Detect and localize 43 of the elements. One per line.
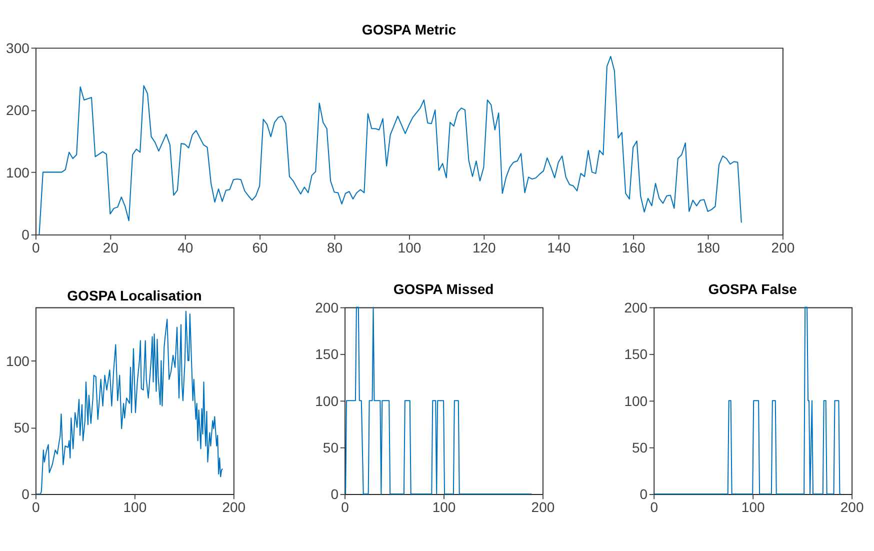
y-tick-label: 0: [330, 486, 339, 502]
x-tick-label: 80: [326, 240, 343, 256]
y-tick-label: 0: [640, 486, 648, 502]
y-tick-label: 200: [315, 299, 339, 316]
x-tick-label: 100: [432, 499, 456, 516]
x-tick-label: 100: [398, 240, 422, 256]
x-tick-label: 200: [771, 240, 795, 256]
x-tick-label: 200: [531, 499, 555, 516]
line-series: [36, 310, 224, 495]
y-tick-label: 200: [6, 102, 30, 118]
x-tick-label: 0: [32, 499, 40, 516]
x-tick-label: 140: [547, 240, 571, 256]
x-tick-label: 100: [123, 499, 147, 516]
x-tick-label: 0: [32, 240, 40, 256]
y-tick-label: 50: [14, 419, 30, 436]
y-tick-label: 300: [6, 40, 30, 56]
y-tick-label: 0: [22, 226, 30, 243]
chart-title: GOSPA Missed: [393, 281, 494, 298]
x-tick-label: 180: [696, 240, 720, 256]
y-tick-label: 150: [624, 346, 648, 362]
x-tick-label: 0: [650, 499, 658, 516]
y-tick-label: 150: [315, 346, 339, 362]
x-tick-label: 200: [222, 499, 246, 516]
x-tick-label: 20: [102, 240, 119, 256]
chart-title: GOSPA Metric: [362, 22, 456, 38]
x-tick-label: 60: [252, 240, 268, 256]
chart-title: GOSPA False: [708, 281, 798, 298]
y-tick-label: 50: [322, 439, 339, 456]
y-tick-label: 50: [632, 439, 648, 456]
chart-title: GOSPA Localisation: [67, 288, 202, 304]
x-tick-label: 100: [741, 499, 765, 516]
line-series: [38, 56, 742, 235]
y-tick-label: 200: [624, 299, 648, 316]
x-tick-label: 120: [472, 240, 496, 256]
y-tick-label: 0: [22, 486, 30, 502]
x-tick-label: 200: [840, 499, 864, 516]
x-tick-label: 0: [341, 499, 350, 516]
y-tick-label: 100: [315, 392, 339, 409]
y-tick-label: 100: [6, 164, 30, 180]
y-tick-label: 100: [624, 392, 648, 409]
x-tick-label: 40: [178, 240, 194, 256]
x-tick-label: 160: [622, 240, 646, 256]
y-tick-label: 100: [6, 352, 30, 369]
